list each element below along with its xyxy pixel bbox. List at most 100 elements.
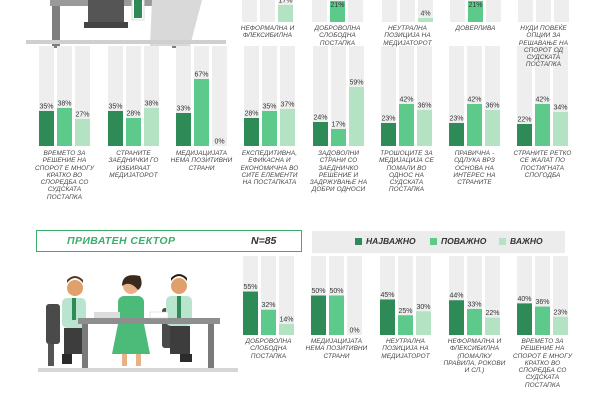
value-label: 42% (535, 97, 549, 104)
bar-povazno (194, 79, 209, 146)
bar-vazno (553, 112, 568, 146)
bar-group: 55% 32% 14% (243, 256, 294, 335)
value-label: 21% (468, 2, 482, 9)
bar-track (486, 0, 501, 22)
value-label: 0% (214, 139, 224, 146)
bar-vazno (553, 316, 568, 335)
value-label: 33% (467, 301, 481, 308)
category-label: ДОБРОВОЛНА СЛОБОДНА ПОСТАПКА (314, 25, 361, 47)
bar-track (260, 0, 275, 22)
bar-povazno (398, 315, 413, 335)
bar-povazno (261, 309, 276, 335)
value-label: 4% (420, 11, 430, 18)
bar-track (347, 256, 362, 335)
value-label: 14% (279, 316, 293, 323)
legend-swatch-najvazno (355, 238, 362, 245)
bar-povazno (262, 111, 277, 146)
legend-label-najvazno: НАЈВАЖНО (366, 236, 416, 246)
value-label: 40% (517, 296, 531, 303)
category-label: НЕФОРМАЛНА И ФЛЕКСИБИЛНА (240, 25, 295, 40)
bar-group (518, 0, 569, 22)
bar-track (382, 0, 397, 22)
category-label: ПРАВИЧНА - ОДЛУКА ВРЗ ОСНОВА НА ИНТЕРЕС … (453, 150, 496, 187)
value-label: 23% (553, 309, 567, 316)
value-label: 33% (176, 106, 190, 113)
bar-group: 45% 25% 30% (380, 256, 431, 335)
bar-track (212, 46, 227, 146)
bar-najvazno (380, 299, 395, 335)
bar-povazno (468, 1, 483, 22)
bar-track (279, 256, 294, 335)
bar-track (312, 0, 327, 22)
bar-najvazno (517, 124, 532, 146)
private-sector-header: ПРИВАТЕН СЕКТОР N=85 (36, 230, 302, 252)
value-label: 36% (485, 103, 499, 110)
bar-vazno (280, 109, 295, 146)
value-label: 27% (75, 112, 89, 119)
value-label: 38% (57, 101, 71, 108)
value-label: 36% (535, 299, 549, 306)
category-label: ВРЕМЕТО ЗА РЕШЕНИЕ НА СПОРОТ Е МНОГУ КРА… (512, 338, 573, 389)
category-label: НУДИ ПОВЕЌЕ ОПЦИИ ЗА РЕШАВАЊЕ НА СПОРОТ … (518, 25, 569, 69)
value-label: 30% (416, 304, 430, 311)
bar-track (554, 0, 569, 22)
value-label: 42% (467, 97, 481, 104)
value-label: 24% (313, 115, 327, 122)
bar-group: 35% 28% 38% (108, 46, 159, 146)
bar-vazno (349, 87, 364, 146)
value-label: 35% (262, 104, 276, 111)
category-label: ЗАДОВОЛНИ СТРАНИ СО ЗАЕДНИЧКО РЕШЕНИЕ И … (309, 150, 368, 194)
bar-povazno (467, 308, 482, 335)
value-label: 50% (329, 288, 343, 295)
bar-track (517, 46, 532, 146)
bar-povazno (535, 104, 550, 146)
bar-track (418, 0, 433, 22)
bar-povazno (399, 104, 414, 146)
value-label: 22% (485, 310, 499, 317)
bar-vazno (416, 311, 431, 335)
bar-povazno (331, 129, 346, 146)
value-label: 28% (244, 111, 258, 118)
legend-swatch-vazno (499, 238, 506, 245)
bar-group: 35% 38% 27% (39, 46, 90, 146)
value-label: 21% (330, 2, 344, 9)
bar-group: 21% (312, 0, 363, 22)
bar-track (449, 46, 464, 146)
bar-povazno (329, 295, 344, 335)
bar-vazno (418, 18, 433, 22)
bar-vazno (75, 119, 90, 146)
value-label: 23% (381, 116, 395, 123)
value-label: 0% (349, 328, 359, 335)
sample-size-label: N=85 (251, 235, 277, 247)
bar-track (331, 46, 346, 146)
value-label: 42% (399, 97, 413, 104)
bar-track (313, 46, 328, 146)
bar-group: 23% 42% 36% (381, 46, 432, 146)
bar-najvazno (449, 123, 464, 146)
bar-track (242, 0, 257, 22)
bar-vazno (485, 110, 500, 146)
bar-track (536, 0, 551, 22)
bar-najvazno (517, 303, 532, 335)
bar-track (381, 46, 396, 146)
office-illustration-top (26, 0, 226, 48)
bar-povazno (57, 108, 72, 146)
bar-track (450, 0, 465, 22)
bar-group: 50% 50% 0% (311, 256, 362, 335)
bar-vazno (485, 317, 500, 335)
bar-najvazno (176, 113, 191, 146)
meeting-illustration (38, 274, 238, 372)
category-label: МЕДИЈАЦИЈАТА НЕМА ПОЗИТИВНИ СТРАНИ (305, 338, 368, 360)
bar-group: 17% (242, 0, 293, 22)
bar-povazno (535, 306, 550, 335)
category-label: МЕДИЈАЦИЈАТА НЕМА ПОЗИТИВНИ СТРАНИ (170, 150, 233, 172)
value-label: 35% (39, 104, 53, 111)
bar-najvazno (381, 123, 396, 146)
bar-track (485, 256, 500, 335)
legend-label-povazno: ПОВАЖНО (441, 236, 487, 246)
bar-vazno (417, 110, 432, 146)
bar-najvazno (449, 300, 464, 335)
bar-track (518, 0, 533, 22)
